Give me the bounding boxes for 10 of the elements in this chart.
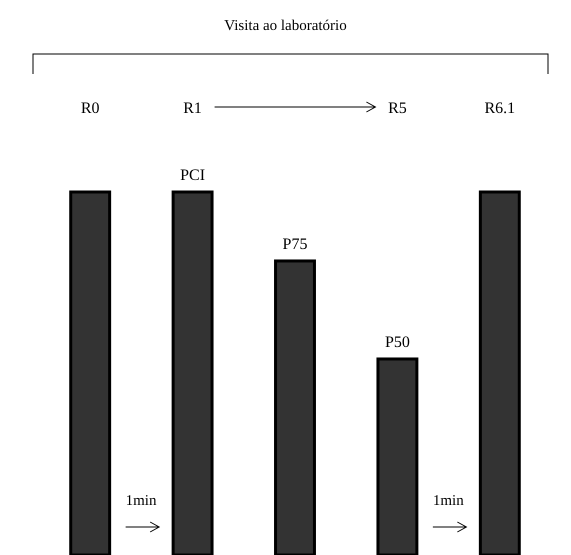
- x-tick-label: PCI: [180, 167, 206, 184]
- x-tick-label: P50: [384, 334, 410, 351]
- text: R1: [183, 100, 202, 117]
- text: R0: [80, 100, 100, 117]
- annotation: 1min: [126, 493, 157, 509]
- text: R5: [388, 100, 407, 117]
- annotation: 1min: [432, 493, 464, 509]
- x-tick-label: P75: [282, 236, 308, 253]
- chart-title: Visita ao laboratório: [224, 18, 347, 34]
- text: R6.1: [484, 100, 516, 117]
